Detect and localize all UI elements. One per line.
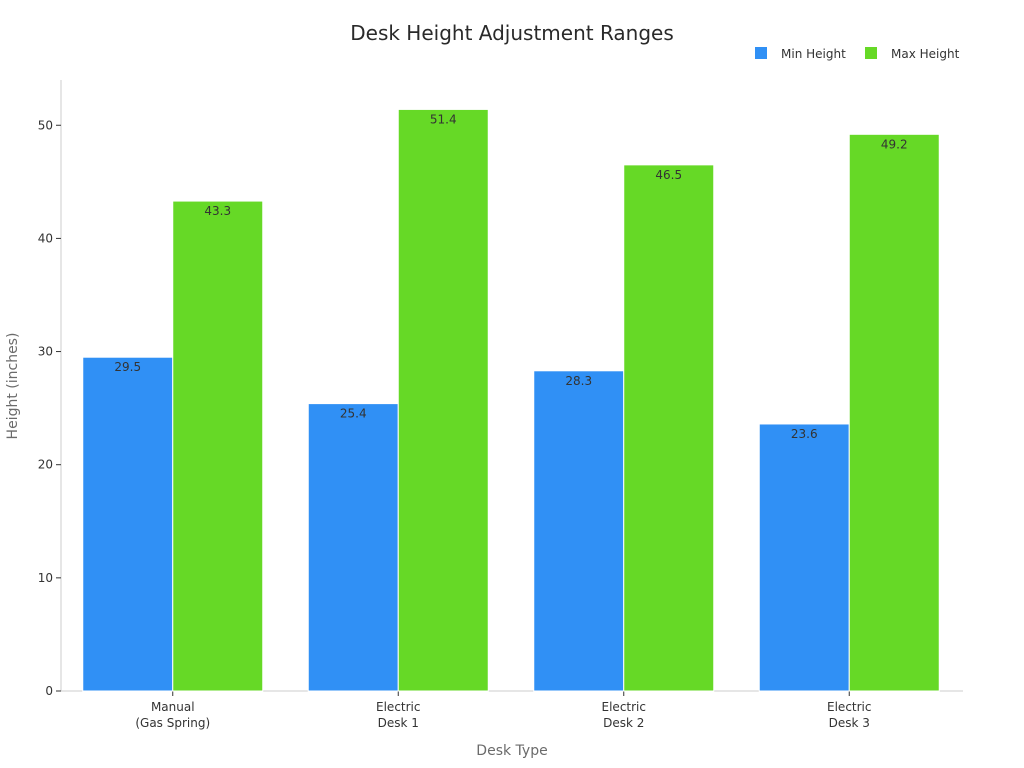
- data-label: 51.4: [430, 112, 457, 126]
- bars: 29.5 43.3 25.4 51.4 28.3 46.5 23.6 49.2: [82, 108, 940, 692]
- bar-max-height: [397, 108, 489, 692]
- bar-max-height: [172, 200, 264, 692]
- x-tick-label: (Gas Spring): [135, 716, 210, 730]
- bar-min-height: [82, 356, 174, 692]
- legend-swatch: [865, 47, 877, 59]
- bar-min-height: [533, 370, 625, 692]
- x-tick-label: Desk 2: [603, 716, 644, 730]
- axes: 0 10 20 30 40 50 Manual (Gas Spring) Electric Des…: [38, 80, 963, 730]
- data-label: 46.5: [655, 168, 682, 182]
- legend-label: Max Height: [891, 47, 960, 61]
- data-label: 29.5: [114, 360, 141, 374]
- data-label: 25.4: [340, 407, 367, 421]
- y-tick-label: 40: [38, 231, 53, 245]
- data-label: 23.6: [791, 427, 818, 441]
- y-axis-title: Height (inches): [5, 333, 21, 440]
- x-tick-label: Desk 3: [829, 716, 870, 730]
- x-tick-label: Electric: [376, 700, 420, 714]
- legend-swatch: [755, 47, 767, 59]
- data-label: 28.3: [565, 374, 592, 388]
- bar-max-height: [848, 133, 940, 692]
- x-tick-label: Electric: [602, 700, 646, 714]
- y-tick-label: 50: [38, 118, 53, 132]
- bar-min-height: [307, 403, 399, 692]
- legend-label: Min Height: [781, 47, 846, 61]
- bar-max-height: [623, 164, 715, 692]
- x-tick-label: Desk 1: [378, 716, 419, 730]
- y-tick-label: 20: [38, 458, 53, 472]
- legend: Min Height Max Height: [755, 47, 960, 61]
- y-tick-label: 0: [45, 684, 53, 698]
- x-tick-label: Electric: [827, 700, 871, 714]
- bar-min-height: [758, 423, 850, 692]
- data-label: 43.3: [204, 204, 231, 218]
- x-axis-title: Desk Type: [476, 743, 547, 759]
- y-tick-label: 30: [38, 345, 53, 359]
- y-tick-label: 10: [38, 571, 53, 585]
- chart-title: Desk Height Adjustment Ranges: [350, 21, 674, 45]
- x-tick-label: Manual: [151, 700, 195, 714]
- data-label: 49.2: [881, 137, 908, 151]
